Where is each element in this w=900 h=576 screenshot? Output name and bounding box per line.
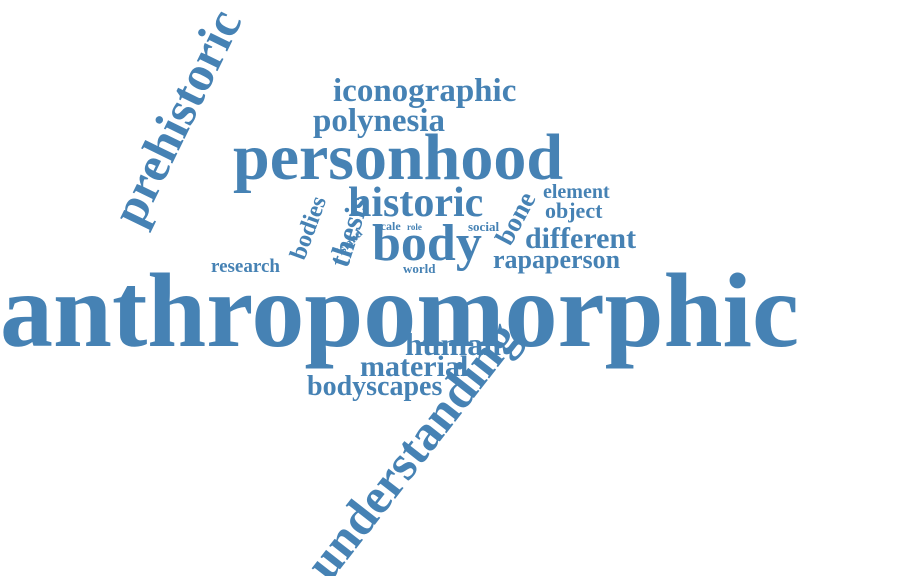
word-object: object [545,198,603,223]
word-body: body [372,215,482,272]
word-human: human [405,326,502,362]
word-prehistoric: prehistoric [100,0,253,234]
word-historic: historic [348,180,484,226]
word-research: research [211,256,280,277]
word-role: role [407,222,422,232]
word-material: material [360,350,469,383]
word-polynesia: polynesia [313,103,446,139]
word-world: world [403,261,436,276]
word-bodyscapes: bodyscapes [307,371,443,402]
word-iconographic: iconographic [333,73,517,109]
word-different: different [525,222,637,255]
word-anthropomorphic: anthropomorphic [0,252,800,369]
word-personhood: personhood [233,121,564,194]
word-social: social [468,219,500,234]
word-scale: scale [376,219,401,233]
word-rapaperson: rapaperson [493,245,621,274]
word-element: element [543,181,610,203]
